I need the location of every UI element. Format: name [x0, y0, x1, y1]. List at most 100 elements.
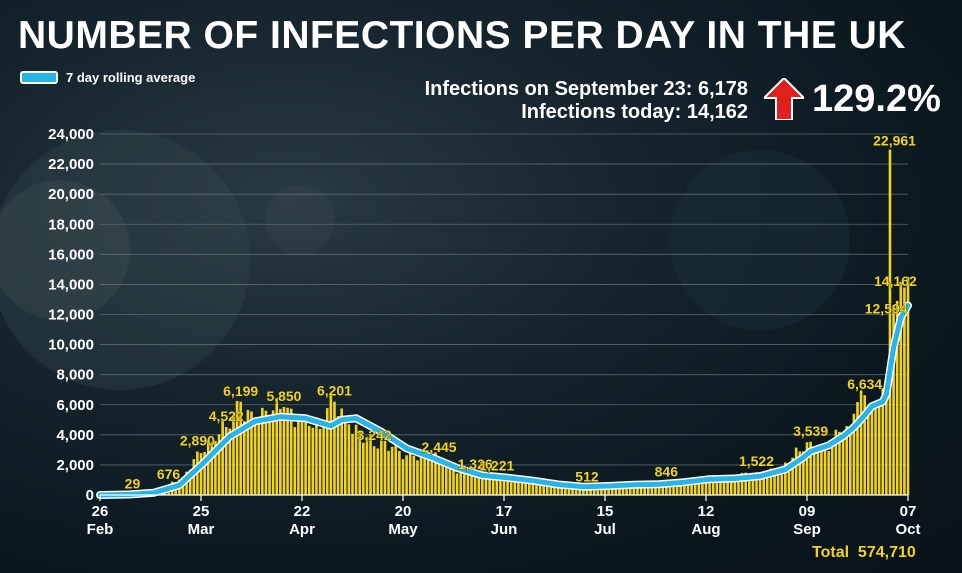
data-label: 846 [655, 463, 679, 479]
x-tick-month: May [388, 521, 418, 538]
total-label: Total [812, 544, 850, 561]
daily-bar [628, 485, 632, 495]
daily-bar [870, 409, 874, 495]
x-tick-day: 25 [193, 503, 210, 520]
y-tick-label: 20,000 [48, 186, 94, 203]
daily-bar [466, 474, 470, 495]
daily-bar [859, 390, 863, 495]
daily-bar [242, 421, 246, 495]
daily-bar [199, 453, 203, 495]
daily-bar [766, 470, 769, 495]
daily-bar [459, 470, 463, 495]
daily-bar [564, 484, 567, 495]
daily-bar [188, 469, 192, 495]
data-label: 512 [575, 468, 599, 484]
daily-bar [639, 483, 643, 495]
daily-bar [794, 447, 798, 495]
daily-bar [412, 455, 416, 495]
daily-bar [246, 409, 250, 495]
daily-bar [809, 441, 812, 495]
daily-bar [697, 480, 701, 495]
daily-bar [264, 410, 268, 495]
x-tick-month: Apr [289, 521, 315, 538]
data-label: 6,634 [847, 376, 882, 392]
daily-bar [726, 477, 729, 495]
daily-bar [214, 441, 217, 495]
y-tick-label: 18,000 [48, 216, 94, 233]
daily-bar [304, 422, 307, 495]
y-tick-label: 4,000 [56, 427, 94, 444]
daily-bar [715, 477, 719, 495]
daily-bar [820, 444, 823, 495]
y-tick-label: 0 [86, 487, 94, 504]
daily-bar [203, 451, 206, 495]
daily-bar [408, 451, 412, 495]
infections-september-23: Infections on September 23: 6,178 [424, 78, 748, 100]
daily-bar [325, 408, 329, 495]
daily-bar [419, 453, 423, 495]
y-tick-label: 12,000 [48, 307, 94, 324]
daily-bar [491, 475, 495, 495]
daily-bar [463, 470, 466, 495]
daily-bar [816, 451, 820, 495]
daily-bar [398, 450, 401, 495]
virus-background-image [0, 130, 850, 390]
daily-bar [293, 427, 297, 495]
daily-bar [834, 429, 838, 495]
daily-bar [585, 487, 589, 495]
daily-bar [455, 473, 459, 495]
daily-bar [780, 467, 784, 495]
daily-bar [881, 388, 885, 495]
y-tick-label: 14,000 [48, 276, 94, 293]
daily-bar [405, 455, 408, 495]
x-tick-month: Sep [793, 521, 821, 538]
daily-bar [228, 428, 232, 495]
daily-bar [275, 397, 279, 495]
x-tick-day: 07 [900, 503, 917, 520]
legend-swatch [20, 71, 58, 84]
daily-bar [499, 477, 502, 495]
daily-bar [607, 485, 610, 495]
daily-bar [495, 476, 499, 495]
data-label: 1,221 [479, 458, 514, 474]
x-tick-day: 20 [395, 503, 412, 520]
daily-bar [376, 448, 380, 495]
daily-bar [773, 472, 776, 495]
daily-bar [502, 476, 506, 495]
daily-bar [542, 482, 545, 495]
daily-bar [340, 408, 343, 495]
daily-bar [520, 479, 524, 495]
x-tick-month: Mar [188, 521, 215, 538]
daily-bar [740, 472, 744, 495]
daily-bar [286, 407, 289, 495]
daily-bar [235, 400, 239, 495]
daily-bar [401, 459, 405, 495]
total-infections: Total 574,710 [812, 544, 916, 562]
daily-bar [322, 426, 325, 495]
daily-bar [448, 462, 452, 495]
daily-bar [394, 445, 398, 495]
daily-bar [661, 481, 665, 495]
daily-bar [549, 484, 553, 495]
data-label: 12,594 [865, 301, 908, 317]
daily-bar [744, 472, 747, 495]
daily-bar [903, 287, 906, 495]
data-label: 676 [157, 466, 181, 482]
rolling-average-series [97, 303, 911, 498]
daily-bar [665, 482, 668, 495]
y-tick-label: 2,000 [56, 457, 94, 474]
daily-bar [527, 478, 531, 495]
x-tick-day: 15 [597, 503, 614, 520]
legend: 7 day rolling average [20, 70, 195, 85]
data-label: 6,199 [223, 383, 258, 399]
daily-bar [657, 483, 661, 495]
data-label: 3,242 [357, 427, 392, 443]
daily-bar [791, 457, 794, 495]
daily-bar [686, 479, 690, 495]
daily-bar [758, 471, 762, 495]
daily-bar [257, 423, 261, 495]
daily-bar [329, 395, 333, 495]
daily-bar [812, 446, 816, 495]
daily-bar [643, 483, 646, 495]
daily-bar [390, 446, 394, 495]
